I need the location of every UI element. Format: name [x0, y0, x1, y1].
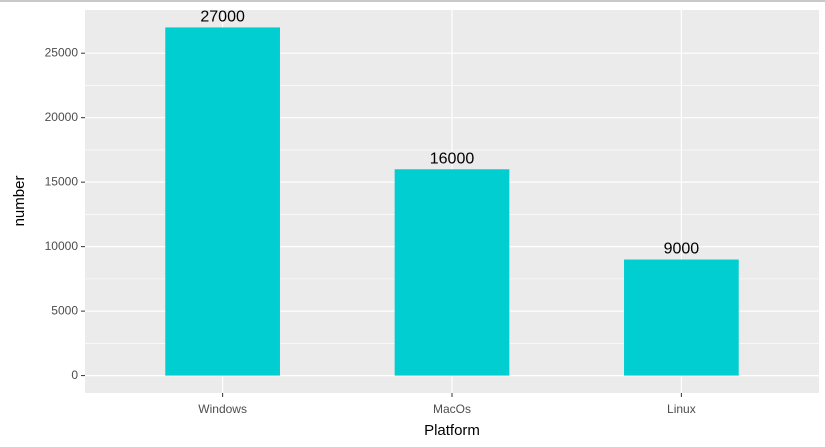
bar — [624, 259, 739, 376]
top-border — [0, 0, 825, 2]
bar — [165, 27, 280, 376]
x-axis-title: Platform — [424, 422, 480, 439]
value-label: 27000 — [200, 9, 245, 26]
y-tick-label: 25000 — [45, 45, 79, 59]
x-tick-label: Windows — [198, 402, 247, 416]
value-label: 9000 — [664, 241, 700, 258]
x-tick-label: MacOs — [433, 402, 471, 416]
x-tick-label: Linux — [667, 402, 696, 416]
bar — [394, 169, 510, 376]
y-tick-label: 10000 — [45, 239, 79, 253]
value-label: 16000 — [430, 150, 475, 167]
y-tick-label: 0 — [71, 368, 78, 382]
y-tick-label: 15000 — [45, 174, 79, 188]
y-axis-title: number — [11, 176, 28, 227]
y-tick-label: 5000 — [51, 303, 78, 317]
y-tick-label: 20000 — [45, 110, 79, 124]
